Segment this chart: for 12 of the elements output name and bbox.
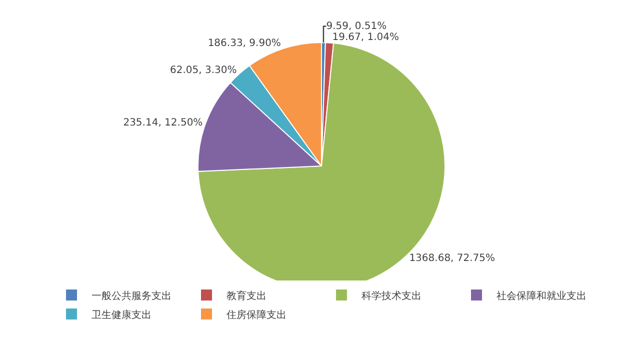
data-label: 1368.68, 72.75% <box>409 253 496 264</box>
legend-label: 住房保障支出 <box>226 308 286 321</box>
legend-label: 社会保障和就业支出 <box>496 290 586 302</box>
legend-label: 卫生健康支出 <box>92 308 152 321</box>
legend-label: 科学技术支出 <box>362 290 422 302</box>
data-label: 19.67, 1.04% <box>332 32 400 43</box>
legend-label: 一般公共服务支出 <box>92 290 172 302</box>
data-label: 62.05, 3.30% <box>170 65 237 76</box>
data-label: 9.59, 0.51% <box>326 20 387 32</box>
data-label: 235.14, 12.50% <box>123 118 203 129</box>
legend-label: 教育支出 <box>226 290 266 302</box>
data-label: 186.33, 9.90% <box>208 38 281 49</box>
